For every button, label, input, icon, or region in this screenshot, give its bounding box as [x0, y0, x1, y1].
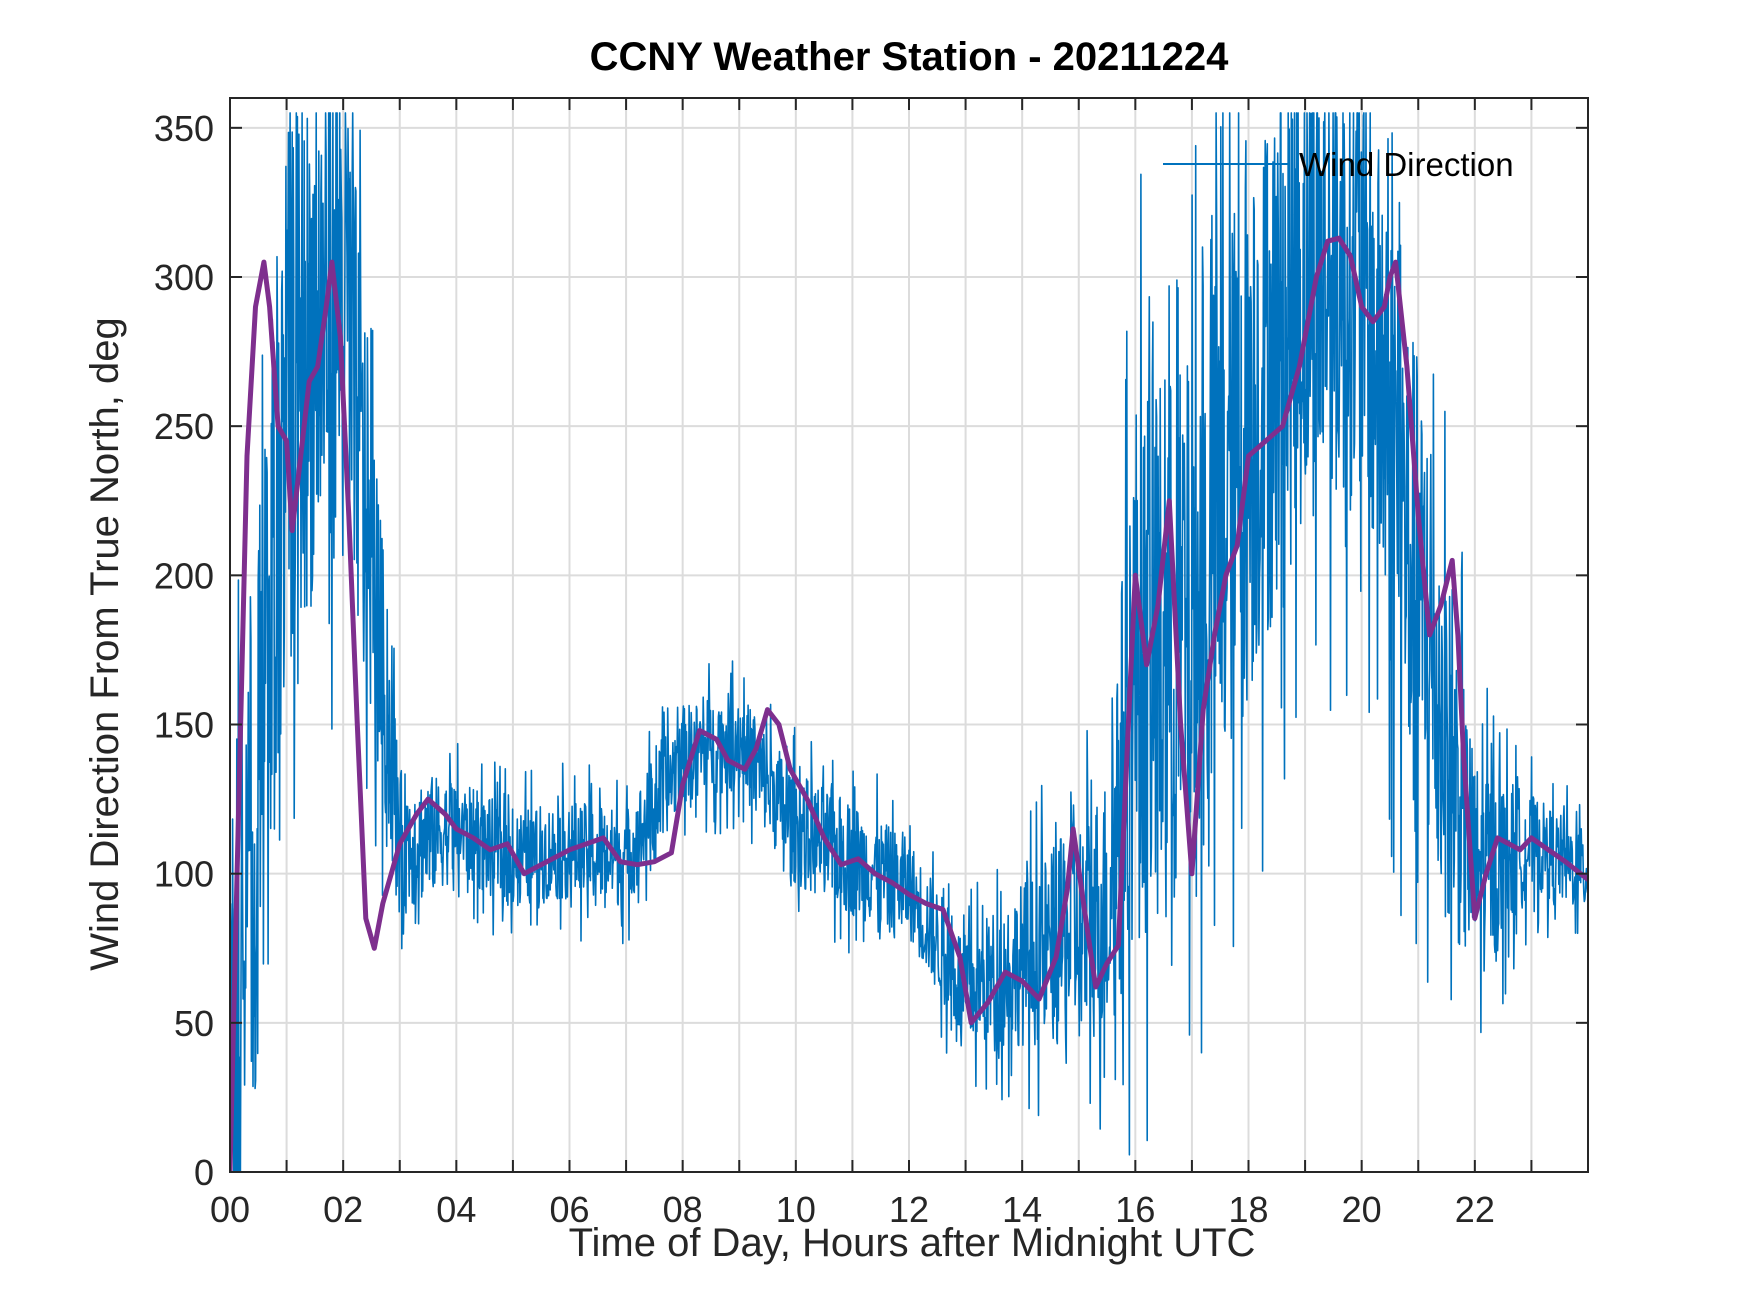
x-tick-label: 02	[323, 1189, 363, 1230]
x-axis-label: Time of Day, Hours after Midnight UTC	[569, 1221, 1256, 1265]
x-tick-label: 04	[436, 1189, 476, 1230]
y-tick-label: 50	[174, 1003, 214, 1044]
x-tick-label: 06	[549, 1189, 589, 1230]
x-tick-label: 08	[663, 1189, 703, 1230]
x-tick-label: 14	[1002, 1189, 1042, 1230]
legend: Wind Direction	[1163, 146, 1514, 183]
y-tick-label: 150	[154, 705, 214, 746]
axis-ticks	[229, 98, 1589, 1173]
y-tick-label: 200	[154, 555, 214, 596]
y-tick-label: 300	[154, 257, 214, 298]
y-tick-label: 350	[154, 108, 214, 149]
y-axis-label: Wind Direction From True North, deg	[83, 317, 127, 971]
x-tick-label: 10	[776, 1189, 816, 1230]
x-tick-labels: 00 02 04 06 08 10 12 14 16 18 20 22	[210, 1189, 1495, 1230]
y-tick-label: 0	[194, 1152, 214, 1193]
series-line-smoothed	[230, 235, 1588, 1172]
y-tick-labels: 0 50 100 150 200 250 300 350	[154, 108, 214, 1193]
x-tick-label: 16	[1115, 1189, 1155, 1230]
x-tick-label: 22	[1455, 1189, 1495, 1230]
chart-title: CCNY Weather Station - 20211224	[590, 35, 1230, 79]
y-tick-label: 100	[154, 854, 214, 895]
y-tick-label: 250	[154, 406, 214, 447]
x-tick-label: 18	[1228, 1189, 1268, 1230]
x-tick-label: 20	[1342, 1189, 1382, 1230]
x-tick-label: 12	[889, 1189, 929, 1230]
legend-label-wind-direction: Wind Direction	[1299, 146, 1514, 183]
x-tick-label: 00	[210, 1189, 250, 1230]
